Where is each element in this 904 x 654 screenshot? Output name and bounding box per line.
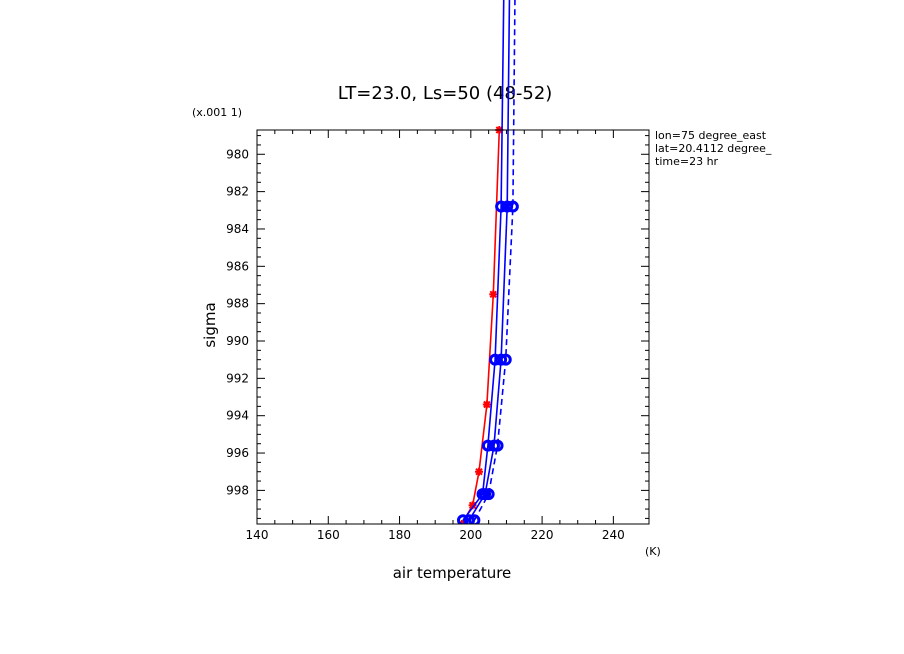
chart-title: LT=23.0, Ls=50 (48-52): [338, 83, 553, 104]
x-tick-label: 180: [388, 528, 411, 542]
star-stroke: [475, 468, 483, 476]
x-axis-label: air temperature: [393, 564, 512, 582]
x-tick-label: 200: [459, 528, 482, 542]
star-stroke: [483, 400, 491, 409]
y-tick-label: 990: [226, 334, 249, 348]
data-point-marker: [468, 501, 477, 510]
y-tick-label: 992: [226, 371, 249, 385]
data-point-marker: [495, 200, 508, 213]
y-tick-label: 996: [226, 446, 249, 460]
series-line-0: [461, 129, 501, 524]
y-tick-label: 986: [226, 259, 249, 273]
star-stroke: [489, 290, 497, 299]
y-tick-label: 994: [226, 409, 249, 423]
y-tick-label: 998: [226, 483, 249, 497]
annotation-lon: lon=75 degree_east: [655, 129, 767, 142]
x-tick-label: 240: [602, 528, 625, 542]
data-point-marker: [489, 290, 498, 299]
y-tick-label: 984: [226, 222, 249, 236]
x-tick-label: 140: [246, 528, 269, 542]
data-point-marker: [475, 467, 484, 476]
data-point-marker: [482, 488, 495, 501]
data-point-marker: [456, 514, 469, 524]
y-tick-label: 988: [226, 297, 249, 311]
x-unit-label: (K): [645, 545, 661, 558]
y-tick-label: 982: [226, 185, 249, 199]
star-stroke: [468, 501, 477, 510]
data-point-marker: [506, 200, 519, 213]
data-point-marker: [482, 400, 491, 409]
y-tick-label: 980: [226, 147, 249, 161]
data-point-marker: [491, 439, 504, 452]
x-tick-label: 220: [531, 528, 554, 542]
data-point-marker: [489, 353, 502, 366]
data-point-marker: [499, 353, 512, 366]
annotation-time: time=23 hr: [655, 155, 719, 168]
plot-frame: [256, 129, 650, 525]
data-point-marker: [468, 514, 481, 524]
data-point-marker: [463, 514, 476, 524]
x-tick-label: 160: [317, 528, 340, 542]
annotation-lat: lat=20.4112 degree_: [655, 142, 772, 155]
y-scale-label: (x.001 1): [192, 106, 242, 119]
y-axis-label: sigma: [201, 302, 219, 347]
data-point-marker: [501, 200, 514, 213]
